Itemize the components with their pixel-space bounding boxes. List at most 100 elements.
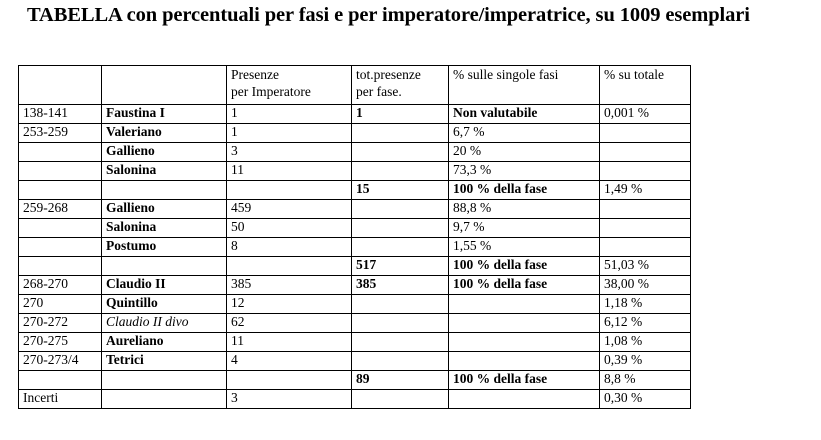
cell-phase-pct: [448, 294, 600, 314]
cell-total-pct: 6,12 %: [599, 313, 691, 333]
table-row: Salonina 11 73,3 %: [18, 161, 691, 181]
table-row: Postumo 8 1,55 %: [18, 237, 691, 257]
cell-total-pct: 38,00 %: [599, 275, 691, 295]
table-row: Incerti 3 0,30 %: [18, 389, 691, 409]
table-row: 15 100 % della fase 1,49 %: [18, 180, 691, 200]
cell-presence: 4: [226, 351, 352, 371]
cell-phase-total: 89: [351, 370, 449, 390]
cell-presence: 1: [226, 104, 352, 124]
cell-phase-total: [351, 237, 449, 257]
cell-total-pct: [599, 237, 691, 257]
cell-years: [18, 142, 102, 162]
table-row: 270 Quintillo 12 1,18 %: [18, 294, 691, 314]
header-cell-emperor: [101, 65, 227, 105]
cell-total-pct: [599, 142, 691, 162]
cell-emperor: Aureliano: [101, 332, 227, 352]
cell-presence: 3: [226, 389, 352, 409]
cell-phase-total: [351, 294, 449, 314]
cell-phase-pct: 100 % della fase: [448, 256, 600, 276]
cell-years: [18, 237, 102, 257]
cell-total-pct: [599, 199, 691, 219]
cell-emperor: Tetrici: [101, 351, 227, 371]
cell-presence: 50: [226, 218, 352, 238]
cell-phase-pct: [448, 389, 600, 409]
cell-phase-pct: [448, 332, 600, 352]
cell-emperor: Salonina: [101, 218, 227, 238]
cell-years: 138-141: [18, 104, 102, 124]
header-cell-years: [18, 65, 102, 105]
cell-total-pct: [599, 123, 691, 143]
cell-phase-total: [351, 199, 449, 219]
cell-phase-pct: 73,3 %: [448, 161, 600, 181]
cell-phase-pct: 100 % della fase: [448, 180, 600, 200]
cell-emperor: Quintillo: [101, 294, 227, 314]
cell-phase-pct: 20 %: [448, 142, 600, 162]
cell-emperor: [101, 256, 227, 276]
cell-emperor: [101, 370, 227, 390]
cell-phase-pct: 9,7 %: [448, 218, 600, 238]
cell-phase-total: [351, 161, 449, 181]
cell-phase-total: [351, 123, 449, 143]
cell-years: 270-272: [18, 313, 102, 333]
cell-phase-total: [351, 218, 449, 238]
cell-phase-total: 15: [351, 180, 449, 200]
header-cell-phase-total: tot.presenze per fase.: [351, 65, 449, 105]
cell-total-pct: 0,001 %: [599, 104, 691, 124]
header-cell-phase-pct: % sulle singole fasi: [448, 65, 600, 105]
table-row: 253-259 Valeriano 1 6,7 %: [18, 123, 691, 143]
cell-total-pct: 1,08 %: [599, 332, 691, 352]
cell-presence: [226, 256, 352, 276]
cell-presence: 11: [226, 332, 352, 352]
cell-years: [18, 218, 102, 238]
cell-phase-pct: [448, 313, 600, 333]
cell-phase-pct: Non valutabile: [448, 104, 600, 124]
cell-emperor: [101, 180, 227, 200]
cell-total-pct: 0,30 %: [599, 389, 691, 409]
cell-years: 270: [18, 294, 102, 314]
cell-phase-pct: [448, 351, 600, 371]
table-body: Presenze per Imperatore tot.presenze per f…: [18, 65, 691, 409]
cell-total-pct: 8,8 %: [599, 370, 691, 390]
cell-emperor: Claudio II: [101, 275, 227, 295]
table-row: Gallieno 3 20 %: [18, 142, 691, 162]
cell-phase-total: [351, 389, 449, 409]
table-row: Salonina 50 9,7 %: [18, 218, 691, 238]
cell-presence: 12: [226, 294, 352, 314]
cell-total-pct: 1,18 %: [599, 294, 691, 314]
cell-emperor: Faustina I: [101, 104, 227, 124]
cell-years: [18, 370, 102, 390]
header-cell-total-pct: % su totale: [599, 65, 691, 105]
cell-emperor: Postumo: [101, 237, 227, 257]
cell-emperor: Gallieno: [101, 142, 227, 162]
cell-phase-total: [351, 313, 449, 333]
table-row: 270-272 Claudio II divo 62 6,12 %: [18, 313, 691, 333]
cell-presence: 8: [226, 237, 352, 257]
cell-phase-total: [351, 142, 449, 162]
cell-presence: [226, 180, 352, 200]
cell-years: Incerti: [18, 389, 102, 409]
cell-phase-total: [351, 332, 449, 352]
cell-phase-pct: 6,7 %: [448, 123, 600, 143]
table-row: 270-275 Aureliano 11 1,08 %: [18, 332, 691, 352]
cell-presence: 385: [226, 275, 352, 295]
cell-total-pct: [599, 161, 691, 181]
cell-years: 270-273/4: [18, 351, 102, 371]
cell-presence: 1: [226, 123, 352, 143]
cell-phase-total: [351, 351, 449, 371]
cell-total-pct: [599, 218, 691, 238]
cell-years: 268-270: [18, 275, 102, 295]
table-row: 89 100 % della fase 8,8 %: [18, 370, 691, 390]
cell-emperor: Salonina: [101, 161, 227, 181]
cell-total-pct: 0,39 %: [599, 351, 691, 371]
cell-emperor: [101, 389, 227, 409]
cell-phase-total: 385: [351, 275, 449, 295]
cell-emperor: Valeriano: [101, 123, 227, 143]
table-row: 259-268 Gallieno 459 88,8 %: [18, 199, 691, 219]
cell-years: 259-268: [18, 199, 102, 219]
cell-phase-total: 1: [351, 104, 449, 124]
cell-years: 253-259: [18, 123, 102, 143]
cell-phase-total: 517: [351, 256, 449, 276]
cell-emperor: Claudio II divo: [101, 313, 227, 333]
table-row: 138-141 Faustina I 1 1 Non valutabile 0,001 %: [18, 104, 691, 124]
cell-presence: 62: [226, 313, 352, 333]
